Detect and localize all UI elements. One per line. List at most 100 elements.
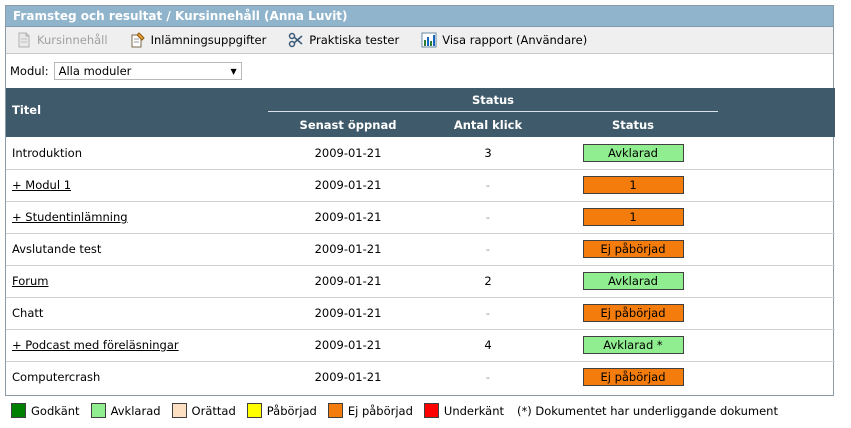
tab-inlamningsuppgifter-label: Inlämningsuppgifter: [150, 33, 267, 47]
status-badge: 1: [582, 176, 684, 194]
row-title-link[interactable]: Forum: [12, 274, 49, 288]
row-spacer: [718, 233, 835, 266]
legend-label: Påbörjad: [266, 403, 317, 418]
column-header-last-opened: Senast öppnad: [268, 112, 428, 137]
module-filter: Modul: Alla moduler ▼: [6, 54, 833, 88]
module-select[interactable]: Alla moduler ▼: [53, 62, 242, 80]
row-status-cell: Avklarad *: [548, 329, 718, 362]
status-badge: Avklarad: [582, 272, 684, 290]
row-status-cell: Ej påbörjad: [548, 297, 718, 330]
legend-label: Avklarad: [110, 403, 161, 418]
row-title-cell: Avslutande test: [6, 233, 268, 266]
legend-item: Godkänt: [11, 403, 80, 418]
column-header-clicks: Antal klick: [428, 112, 548, 137]
legend-item: Ej påbörjad: [327, 403, 413, 418]
row-spacer: [718, 137, 835, 170]
tab-praktiska-tester[interactable]: Praktiska tester: [288, 32, 399, 48]
tab-visa-rapport-label: Visa rapport (Användare): [442, 33, 588, 47]
legend-swatch: [327, 403, 343, 418]
row-spacer: [718, 361, 835, 393]
table-row: Avslutande test 2009-01-21- Ej påbörjad: [6, 233, 835, 266]
table-row: + Modul 1 2009-01-21- 1: [6, 169, 835, 202]
legend-swatch: [246, 403, 262, 418]
status-badge: Avklarad *: [582, 336, 684, 354]
row-title-cell: Introduktion: [6, 137, 268, 170]
row-last-opened: 2009-01-21: [268, 297, 428, 330]
legend-note: (*) Dokumentet har underliggande dokumen…: [517, 403, 778, 418]
row-last-opened: 2009-01-21: [268, 201, 428, 234]
row-status-cell: Avklarad: [548, 137, 718, 170]
table-row: Chatt 2009-01-21- Ej påbörjad: [6, 297, 835, 330]
status-badge: Ej påbörjad: [582, 368, 684, 387]
tab-kursinnehall[interactable]: Kursinnehåll: [16, 32, 108, 48]
legend-swatch: [171, 403, 187, 418]
row-spacer: [718, 169, 835, 202]
table-row: + Studentinlämning 2009-01-21- 1: [6, 201, 835, 234]
row-title: Computercrash: [12, 370, 101, 385]
row-title: Avslutande test: [12, 242, 102, 256]
status-badge: Ej påbörjad: [582, 304, 684, 322]
module-select-value: Alla moduler: [58, 64, 132, 78]
row-clicks: 3: [428, 137, 548, 170]
table-row: Computercrash 2009-01-21 - Ej påbörjad: [6, 361, 835, 393]
status-badge: Avklarad: [582, 143, 684, 162]
row-last-opened: 2009-01-21: [268, 137, 428, 170]
row-spacer: [718, 265, 835, 298]
header-spacer: [718, 88, 835, 137]
column-group-status: Status: [268, 88, 718, 112]
row-title-cell: Forum: [6, 265, 268, 298]
column-header-title: Titel: [6, 88, 268, 137]
row-status-cell: Ej påbörjad: [548, 361, 718, 393]
row-title: Chatt: [12, 306, 44, 320]
legend-item: Påbörjad: [246, 403, 317, 418]
row-clicks: -: [485, 370, 491, 385]
legend-label: Ej påbörjad: [347, 403, 413, 418]
legend-label: Orättad: [191, 403, 236, 418]
row-clicks: 2: [428, 265, 548, 298]
legend-item: Avklarad: [90, 403, 161, 418]
row-title-cell: + Studentinlämning: [6, 201, 268, 234]
chevron-down-icon: ▼: [230, 66, 237, 76]
row-last-opened: 2009-01-21: [268, 329, 428, 362]
module-filter-label: Modul:: [10, 64, 49, 78]
status-badge: 1: [582, 208, 684, 226]
legend-swatch: [423, 403, 439, 418]
row-last-opened: 2009-01-21: [268, 169, 428, 202]
document-icon: [18, 32, 30, 48]
tab-praktiska-tester-label: Praktiska tester: [309, 33, 400, 47]
scissors-icon: [289, 32, 303, 48]
toolbar: Kursinnehåll Inlämningsuppgifter Praktis…: [6, 27, 833, 54]
row-title-link[interactable]: + Podcast med föreläsningar: [12, 338, 179, 352]
row-clicks: -: [428, 233, 548, 266]
progress-panel: Framsteg och resultat / Kursinnehåll (An…: [5, 5, 835, 396]
legend-swatch: [11, 403, 26, 418]
row-clicks: -: [428, 169, 548, 202]
row-spacer: [718, 201, 835, 234]
row-title-cell: + Modul 1: [6, 169, 268, 202]
legend-label: Godkänt: [31, 403, 80, 418]
progress-table: Titel Status Senast öppnad Antal klick S…: [6, 88, 835, 393]
status-badge: Ej påbörjad: [582, 240, 684, 258]
panel-title: Framsteg och resultat / Kursinnehåll (An…: [6, 6, 833, 27]
legend-swatch: [90, 403, 106, 418]
row-status-cell: 1: [548, 169, 718, 202]
row-clicks: 4: [428, 329, 548, 362]
legend-item: Orättad: [171, 403, 236, 418]
chart-icon: [421, 32, 437, 48]
row-title-link[interactable]: + Modul 1: [12, 178, 72, 192]
table-row: Forum 2009-01-21 2 Avklarad: [6, 265, 835, 298]
table-row: + Podcast med föreläsningar 2009-01-21 4 Av…: [6, 329, 835, 362]
row-last-opened: 2009-01-21: [268, 233, 428, 266]
legend-item: Underkänt: [423, 403, 505, 418]
tab-inlamningsuppgifter[interactable]: Inlämningsuppgifter: [130, 32, 267, 48]
row-status-cell: 1: [548, 201, 718, 234]
row-title-cell: Chatt: [6, 297, 268, 330]
row-title-cell: Computercrash: [6, 361, 268, 393]
row-status-cell: Ej påbörjad: [548, 233, 718, 266]
tab-visa-rapport[interactable]: Visa rapport (Användare): [421, 32, 587, 48]
row-spacer: [718, 329, 835, 362]
row-title-link[interactable]: + Studentinlämning: [12, 210, 128, 224]
legend-label: Underkänt: [443, 403, 505, 418]
row-title: Introduktion: [12, 145, 82, 160]
tab-kursinnehall-label: Kursinnehåll: [37, 33, 108, 47]
